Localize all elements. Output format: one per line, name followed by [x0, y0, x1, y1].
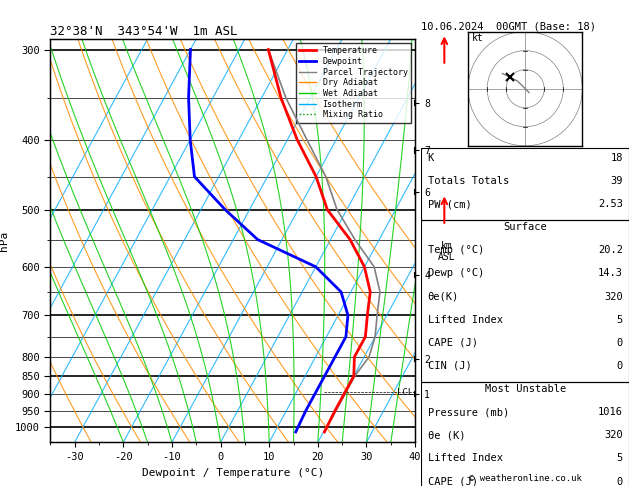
Text: 5: 5 — [616, 453, 623, 464]
Text: 2.53: 2.53 — [598, 199, 623, 209]
Text: θe(K): θe(K) — [428, 292, 459, 301]
Text: Temp (°C): Temp (°C) — [428, 245, 484, 255]
Y-axis label: km
ASL: km ASL — [438, 241, 455, 262]
Y-axis label: hPa: hPa — [0, 230, 9, 251]
Text: LCL: LCL — [396, 388, 413, 397]
Text: PW (cm): PW (cm) — [428, 199, 471, 209]
Text: 32°38'N  343°54'W  1m ASL: 32°38'N 343°54'W 1m ASL — [50, 25, 238, 38]
Text: 5: 5 — [616, 314, 623, 325]
Text: 39: 39 — [610, 176, 623, 186]
Text: K: K — [428, 153, 434, 163]
Text: kt: kt — [472, 33, 484, 43]
Text: © weatheronline.co.uk: © weatheronline.co.uk — [469, 473, 582, 483]
Text: CIN (J): CIN (J) — [428, 361, 471, 371]
Text: Surface: Surface — [503, 222, 547, 232]
Text: 10.06.2024  00GMT (Base: 18): 10.06.2024 00GMT (Base: 18) — [421, 22, 596, 32]
Text: 320: 320 — [604, 430, 623, 440]
Text: CAPE (J): CAPE (J) — [428, 477, 477, 486]
Text: CAPE (J): CAPE (J) — [428, 338, 477, 348]
Text: 20.2: 20.2 — [598, 245, 623, 255]
Text: Totals Totals: Totals Totals — [428, 176, 509, 186]
Text: 14.3: 14.3 — [598, 268, 623, 278]
Text: Most Unstable: Most Unstable — [484, 384, 566, 394]
Legend: Temperature, Dewpoint, Parcel Trajectory, Dry Adiabat, Wet Adiabat, Isotherm, Mi: Temperature, Dewpoint, Parcel Trajectory… — [296, 43, 411, 122]
X-axis label: Dewpoint / Temperature (°C): Dewpoint / Temperature (°C) — [142, 468, 324, 478]
Text: 0: 0 — [616, 338, 623, 348]
Text: 18: 18 — [610, 153, 623, 163]
Text: 1016: 1016 — [598, 407, 623, 417]
Text: 0: 0 — [616, 361, 623, 371]
Text: Pressure (mb): Pressure (mb) — [428, 407, 509, 417]
Text: 320: 320 — [604, 292, 623, 301]
Text: Lifted Index: Lifted Index — [428, 453, 503, 464]
Text: Lifted Index: Lifted Index — [428, 314, 503, 325]
Text: 0: 0 — [616, 477, 623, 486]
Text: Dewp (°C): Dewp (°C) — [428, 268, 484, 278]
Text: θe (K): θe (K) — [428, 430, 465, 440]
